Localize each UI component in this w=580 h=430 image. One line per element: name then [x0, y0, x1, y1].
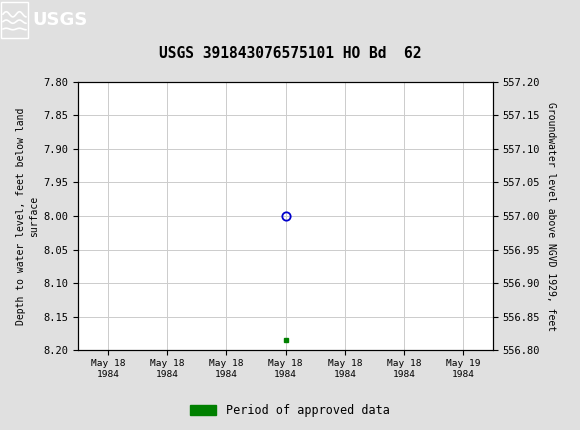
Y-axis label: Depth to water level, feet below land
surface: Depth to water level, feet below land su…: [16, 108, 39, 325]
Text: USGS 391843076575101 HO Bd  62: USGS 391843076575101 HO Bd 62: [159, 46, 421, 61]
Legend: Period of approved data: Period of approved data: [186, 399, 394, 422]
Y-axis label: Groundwater level above NGVD 1929, feet: Groundwater level above NGVD 1929, feet: [546, 101, 556, 331]
Text: USGS: USGS: [32, 12, 87, 29]
Bar: [1, 3, 28, 37]
